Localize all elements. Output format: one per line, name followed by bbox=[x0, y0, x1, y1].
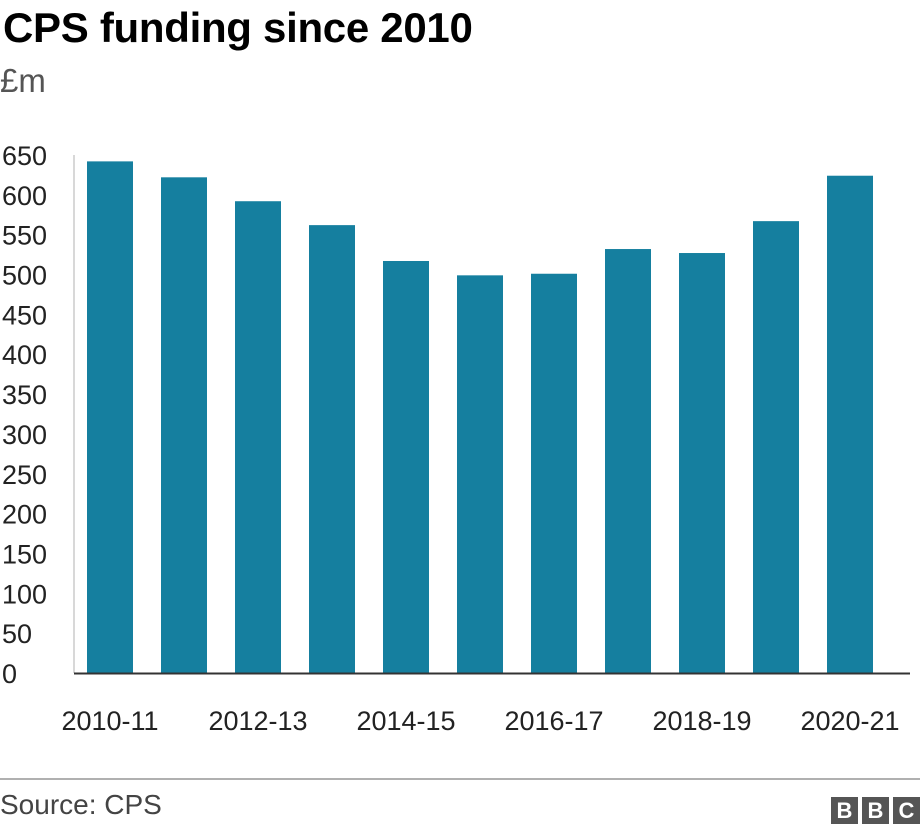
y-tick-label: 650 bbox=[2, 141, 47, 171]
source-note: Source: CPS bbox=[0, 789, 162, 820]
bbc-logo-letter: B bbox=[862, 797, 889, 824]
bbc-logo-letter: B bbox=[831, 797, 858, 824]
bar-2017-18 bbox=[605, 249, 651, 673]
x-tick-label: 2012-13 bbox=[208, 706, 307, 736]
y-tick-label: 300 bbox=[2, 420, 47, 450]
chart-subtitle: £m bbox=[0, 62, 46, 99]
y-tick-label: 550 bbox=[2, 221, 47, 251]
bar-2020-21 bbox=[827, 175, 873, 673]
x-tick-label: 2020-21 bbox=[800, 706, 899, 736]
bbc-logo: B B C bbox=[831, 797, 920, 824]
bar-2018-19 bbox=[679, 253, 725, 673]
x-tick-label: 2016-17 bbox=[504, 706, 603, 736]
y-tick-label: 250 bbox=[2, 460, 47, 490]
footer-divider bbox=[0, 778, 920, 780]
bar-2015-16 bbox=[457, 275, 503, 673]
bar-2019-20 bbox=[753, 221, 799, 673]
bar-chart: 0 50 100 150 200 250 300 350 400 450 500 550 600 650 2… bbox=[2, 141, 910, 736]
x-tick-label: 2014-15 bbox=[356, 706, 455, 736]
y-tick-label: 350 bbox=[2, 380, 47, 410]
y-tick-label: 0 bbox=[2, 659, 17, 689]
bbc-logo-letter: C bbox=[893, 797, 920, 824]
y-tick-label: 50 bbox=[2, 619, 32, 649]
y-tick-label: 500 bbox=[2, 261, 47, 291]
bar-2014-15 bbox=[383, 260, 429, 673]
x-tick-label: 2010-11 bbox=[61, 706, 158, 736]
bar-2010-11 bbox=[87, 161, 133, 674]
x-tick-label: 2018-19 bbox=[652, 706, 751, 736]
bar-2013-14 bbox=[309, 225, 355, 674]
y-tick-label: 600 bbox=[2, 181, 47, 211]
chart-title: CPS funding since 2010 bbox=[3, 4, 473, 51]
bar-2012-13 bbox=[235, 201, 281, 673]
y-tick-label: 150 bbox=[2, 539, 47, 569]
y-tick-label: 100 bbox=[2, 579, 47, 609]
bar-2011-12 bbox=[161, 177, 207, 673]
y-tick-label: 200 bbox=[2, 500, 47, 530]
y-tick-label: 450 bbox=[2, 300, 47, 330]
bar-2016-17 bbox=[531, 273, 577, 673]
y-tick-label: 400 bbox=[2, 340, 47, 370]
